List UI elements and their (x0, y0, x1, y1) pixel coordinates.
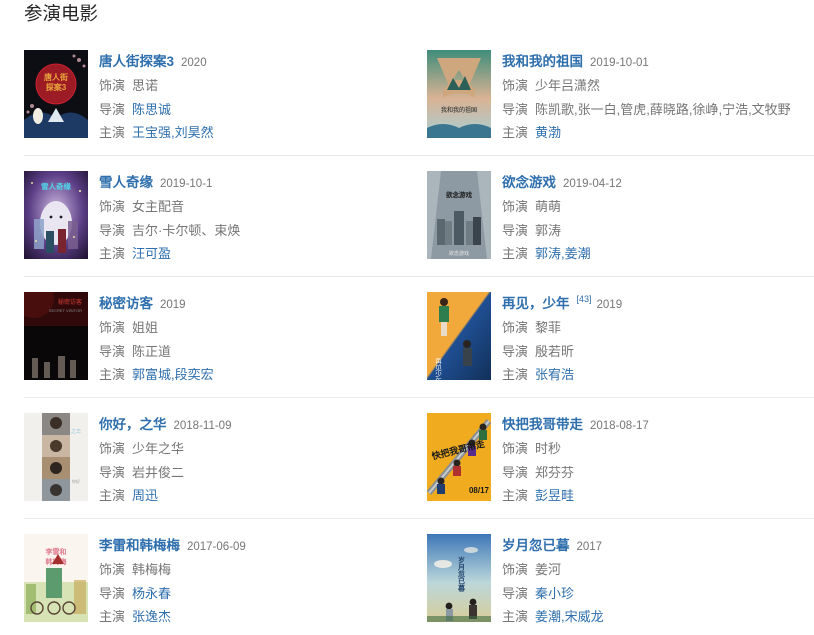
svg-text:之华: 之华 (71, 428, 81, 435)
svg-text:欲念游戏: 欲念游戏 (445, 190, 473, 199)
svg-text:秘密访客: 秘密访客 (58, 298, 83, 306)
svg-text:探案3: 探案3 (46, 82, 67, 92)
svg-text:SECRET VISITOR: SECRET VISITOR (49, 308, 82, 313)
svg-text:唐人街: 唐人街 (44, 72, 68, 82)
svg-text:我和我的祖国: 我和我的祖国 (441, 106, 477, 114)
svg-text:08/17: 08/17 (469, 486, 490, 495)
svg-text:你好: 你好 (72, 478, 80, 484)
svg-text:雪人奇缘: 雪人奇缘 (41, 181, 71, 191)
svg-text:欲念游戏: 欲念游戏 (449, 250, 469, 257)
svg-text:李雷和: 李雷和 (45, 547, 67, 556)
